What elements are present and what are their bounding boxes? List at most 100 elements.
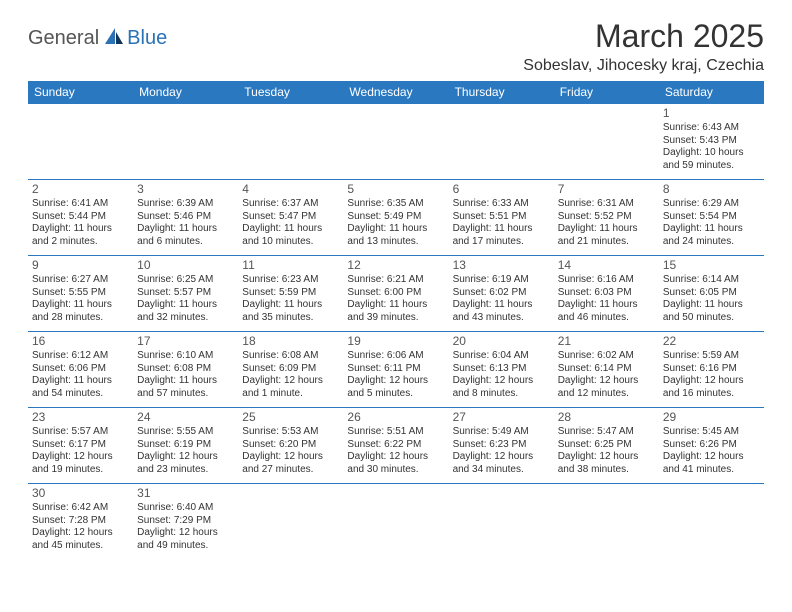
sunrise-line: Sunrise: 6:16 AM [558, 274, 655, 287]
sunrise-line: Sunrise: 5:47 AM [558, 426, 655, 439]
sunset-line: Sunset: 5:51 PM [453, 211, 550, 224]
sunset-line: Sunset: 6:14 PM [558, 363, 655, 376]
logo-text-general: General [28, 27, 99, 50]
weekday-header: Sunday [28, 81, 133, 104]
day-cell: 19Sunrise: 6:06 AMSunset: 6:11 PMDayligh… [343, 332, 448, 408]
daylight-line: Daylight: 12 hours and 16 minutes. [663, 375, 760, 400]
day-number: 22 [663, 334, 760, 349]
daylight-line: Daylight: 11 hours and 28 minutes. [32, 299, 129, 324]
sunrise-line: Sunrise: 6:33 AM [453, 198, 550, 211]
weekday-header: Friday [554, 81, 659, 104]
empty-cell [28, 104, 133, 180]
title-block: March 2025 Sobeslav, Jihocesky kraj, Cze… [523, 18, 764, 75]
sunrise-line: Sunrise: 6:40 AM [137, 502, 234, 515]
day-cell: 6Sunrise: 6:33 AMSunset: 5:51 PMDaylight… [449, 180, 554, 256]
daylight-line: Daylight: 12 hours and 8 minutes. [453, 375, 550, 400]
sunset-line: Sunset: 6:03 PM [558, 287, 655, 300]
sunset-line: Sunset: 6:20 PM [242, 439, 339, 452]
day-number: 16 [32, 334, 129, 349]
sunrise-line: Sunrise: 6:02 AM [558, 350, 655, 363]
weekday-header: Tuesday [238, 81, 343, 104]
weekday-header: Monday [133, 81, 238, 104]
sunset-line: Sunset: 6:02 PM [453, 287, 550, 300]
sunrise-line: Sunrise: 5:51 AM [347, 426, 444, 439]
sunset-line: Sunset: 6:06 PM [32, 363, 129, 376]
sunset-line: Sunset: 6:17 PM [32, 439, 129, 452]
sunrise-line: Sunrise: 6:29 AM [663, 198, 760, 211]
sunset-line: Sunset: 5:47 PM [242, 211, 339, 224]
day-cell: 29Sunrise: 5:45 AMSunset: 6:26 PMDayligh… [659, 408, 764, 484]
day-cell: 16Sunrise: 6:12 AMSunset: 6:06 PMDayligh… [28, 332, 133, 408]
sunrise-line: Sunrise: 5:57 AM [32, 426, 129, 439]
daylight-line: Daylight: 12 hours and 27 minutes. [242, 451, 339, 476]
day-number: 23 [32, 410, 129, 425]
day-cell: 2Sunrise: 6:41 AMSunset: 5:44 PMDaylight… [28, 180, 133, 256]
sunset-line: Sunset: 6:05 PM [663, 287, 760, 300]
day-cell: 21Sunrise: 6:02 AMSunset: 6:14 PMDayligh… [554, 332, 659, 408]
day-cell: 9Sunrise: 6:27 AMSunset: 5:55 PMDaylight… [28, 256, 133, 332]
calendar-row: 30Sunrise: 6:42 AMSunset: 7:28 PMDayligh… [28, 484, 764, 560]
daylight-line: Daylight: 11 hours and 13 minutes. [347, 223, 444, 248]
day-number: 11 [242, 258, 339, 273]
sunrise-line: Sunrise: 6:12 AM [32, 350, 129, 363]
day-number: 27 [453, 410, 550, 425]
day-number: 1 [663, 106, 760, 121]
sunset-line: Sunset: 7:28 PM [32, 515, 129, 528]
sunset-line: Sunset: 6:22 PM [347, 439, 444, 452]
empty-cell [554, 104, 659, 180]
daylight-line: Daylight: 12 hours and 19 minutes. [32, 451, 129, 476]
daylight-line: Daylight: 11 hours and 57 minutes. [137, 375, 234, 400]
sunset-line: Sunset: 6:11 PM [347, 363, 444, 376]
day-cell: 11Sunrise: 6:23 AMSunset: 5:59 PMDayligh… [238, 256, 343, 332]
daylight-line: Daylight: 12 hours and 49 minutes. [137, 527, 234, 552]
calendar-row: 16Sunrise: 6:12 AMSunset: 6:06 PM Dayligh… [28, 332, 764, 408]
sunrise-line: Sunrise: 6:41 AM [32, 198, 129, 211]
daylight-line: Daylight: 12 hours and 38 minutes. [558, 451, 655, 476]
day-cell: 5Sunrise: 6:35 AMSunset: 5:49 PMDaylight… [343, 180, 448, 256]
day-number: 10 [137, 258, 234, 273]
day-cell: 25Sunrise: 5:53 AMSunset: 6:20 PMDayligh… [238, 408, 343, 484]
day-cell: 3Sunrise: 6:39 AMSunset: 5:46 PMDaylight… [133, 180, 238, 256]
day-cell: 4Sunrise: 6:37 AMSunset: 5:47 PMDaylight… [238, 180, 343, 256]
day-cell: 28Sunrise: 5:47 AMSunset: 6:25 PMDayligh… [554, 408, 659, 484]
day-number: 25 [242, 410, 339, 425]
day-cell: 24Sunrise: 5:55 AMSunset: 6:19 PMDayligh… [133, 408, 238, 484]
sunrise-line: Sunrise: 6:35 AM [347, 198, 444, 211]
day-number: 31 [137, 486, 234, 501]
month-title: March 2025 [523, 18, 764, 55]
sunrise-line: Sunrise: 6:43 AM [663, 122, 760, 135]
day-number: 7 [558, 182, 655, 197]
sunrise-line: Sunrise: 5:55 AM [137, 426, 234, 439]
sunrise-line: Sunrise: 6:10 AM [137, 350, 234, 363]
sunrise-line: Sunrise: 6:21 AM [347, 274, 444, 287]
day-cell: 13Sunrise: 6:19 AMSunset: 6:02 PMDayligh… [449, 256, 554, 332]
day-cell: 15Sunrise: 6:14 AMSunset: 6:05 PMDayligh… [659, 256, 764, 332]
daylight-line: Daylight: 11 hours and 35 minutes. [242, 299, 339, 324]
logo-text-blue: Blue [127, 27, 167, 50]
day-number: 12 [347, 258, 444, 273]
day-number: 24 [137, 410, 234, 425]
day-number: 15 [663, 258, 760, 273]
day-number: 6 [453, 182, 550, 197]
daylight-line: Daylight: 12 hours and 5 minutes. [347, 375, 444, 400]
daylight-line: Daylight: 12 hours and 30 minutes. [347, 451, 444, 476]
sunset-line: Sunset: 5:59 PM [242, 287, 339, 300]
calendar-row: 2Sunrise: 6:41 AMSunset: 5:44 PMDaylight… [28, 180, 764, 256]
sunset-line: Sunset: 6:23 PM [453, 439, 550, 452]
sunrise-line: Sunrise: 6:39 AM [137, 198, 234, 211]
day-number: 19 [347, 334, 444, 349]
sunset-line: Sunset: 5:43 PM [663, 135, 760, 148]
daylight-line: Daylight: 11 hours and 24 minutes. [663, 223, 760, 248]
daylight-line: Daylight: 11 hours and 50 minutes. [663, 299, 760, 324]
day-number: 17 [137, 334, 234, 349]
daylight-line: Daylight: 11 hours and 10 minutes. [242, 223, 339, 248]
sunset-line: Sunset: 5:49 PM [347, 211, 444, 224]
daylight-line: Daylight: 11 hours and 6 minutes. [137, 223, 234, 248]
sunset-line: Sunset: 5:54 PM [663, 211, 760, 224]
sunrise-line: Sunrise: 6:19 AM [453, 274, 550, 287]
day-cell: 10Sunrise: 6:25 AMSunset: 5:57 PMDayligh… [133, 256, 238, 332]
day-number: 14 [558, 258, 655, 273]
empty-cell [238, 104, 343, 180]
daylight-line: Daylight: 12 hours and 23 minutes. [137, 451, 234, 476]
sunrise-line: Sunrise: 5:45 AM [663, 426, 760, 439]
